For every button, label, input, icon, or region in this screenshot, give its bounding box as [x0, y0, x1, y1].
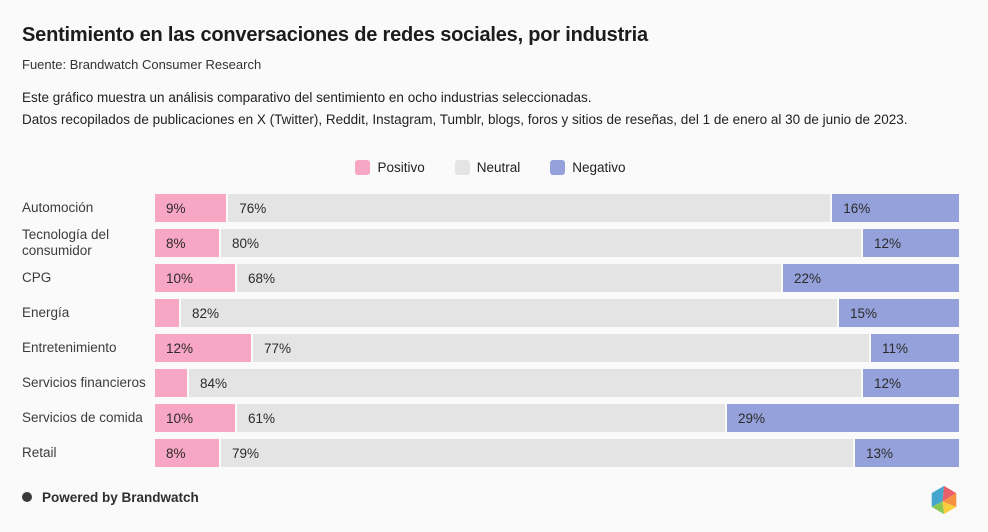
chart-row: Servicios de comida 10% 61% 29% — [22, 404, 959, 432]
bar-segment-negativo[interactable]: 22% — [783, 264, 959, 292]
bar-value-label: 82% — [192, 305, 220, 321]
bar-value-label: 22% — [794, 270, 822, 286]
category-label: Tecnología del consumidor — [22, 227, 110, 258]
bar-segment-neutral[interactable]: 61% — [237, 404, 725, 432]
chart-row: Automoción 9% 76% 16% — [22, 194, 959, 222]
bar-value-label: 12% — [874, 375, 902, 391]
description-line-2: Datos recopilados de publicaciones en X … — [22, 112, 908, 127]
bar-value-label: 15% — [850, 305, 878, 321]
bar-value-label: 9% — [166, 200, 186, 216]
bar-value-label: 80% — [232, 235, 260, 251]
legend-swatch-icon — [454, 160, 470, 175]
bar-segment-neutral[interactable]: 76% — [228, 194, 831, 222]
bar-value-label: 13% — [866, 445, 894, 461]
bar-value-label: 29% — [738, 410, 766, 426]
bar-segment-negativo[interactable]: 13% — [855, 439, 959, 467]
bar-segment-neutral[interactable]: 77% — [253, 334, 869, 362]
legend-item-negativo: Negativo — [550, 160, 626, 175]
sentiment-stacked-bar-chart: Automoción 9% 76% 16% Tecnología del consumi… — [22, 194, 959, 474]
legend-label: Negativo — [572, 160, 626, 175]
bar-group: 10% 68% 22% — [155, 264, 959, 292]
category-label: Energía — [22, 305, 70, 320]
chart-row: Tecnología del consumidor 8% 80% 12% — [22, 227, 959, 258]
bar-segment-positivo[interactable]: 10% — [155, 404, 235, 432]
bar-group: 9% 76% 16% — [155, 194, 959, 222]
category-label: Servicios financieros — [22, 375, 146, 390]
bar-value-label: 12% — [874, 235, 902, 251]
legend-swatch-icon — [355, 160, 371, 175]
category-label: Servicios de comida — [22, 410, 143, 425]
bar-segment-positivo[interactable] — [155, 369, 187, 397]
bar-group: 82% 15% — [155, 299, 959, 327]
powered-by-label: Powered by Brandwatch — [42, 489, 199, 505]
bar-segment-neutral[interactable]: 68% — [237, 264, 781, 292]
bar-value-label: 84% — [200, 375, 228, 391]
legend-swatch-icon — [550, 160, 566, 175]
description-block: Este gráfico muestra un análisis compara… — [22, 87, 959, 131]
bar-segment-positivo[interactable]: 12% — [155, 334, 251, 362]
bar-value-label: 16% — [843, 200, 871, 216]
bar-value-label: 61% — [248, 410, 276, 426]
legend-label: Positivo — [377, 160, 425, 175]
bar-segment-neutral[interactable]: 79% — [221, 439, 853, 467]
bar-segment-positivo[interactable]: 8% — [155, 229, 219, 257]
bar-value-label: 10% — [166, 410, 194, 426]
bar-segment-negativo[interactable]: 29% — [727, 404, 959, 432]
legend-item-neutral: Neutral — [454, 160, 521, 175]
bullet-icon — [22, 492, 32, 502]
category-label: Automoción — [22, 200, 94, 215]
category-label: CPG — [22, 270, 52, 285]
bar-value-label: 8% — [166, 445, 186, 461]
bar-value-label: 79% — [232, 445, 260, 461]
bar-group: 12% 77% 11% — [155, 334, 959, 362]
footer: Powered by Brandwatch — [22, 478, 959, 516]
chart-row: Energía 82% 15% — [22, 299, 959, 327]
legend-item-positivo: Positivo — [355, 160, 425, 175]
bar-segment-negativo[interactable]: 15% — [839, 299, 959, 327]
chart-row: CPG 10% 68% 22% — [22, 264, 959, 292]
bar-value-label: 77% — [264, 340, 292, 356]
chart-legend: Positivo Neutral Negativo — [22, 160, 959, 175]
legend-label: Neutral — [476, 160, 521, 175]
bar-segment-positivo[interactable]: 10% — [155, 264, 235, 292]
bar-value-label: 76% — [239, 200, 267, 216]
bar-value-label: 11% — [882, 340, 909, 356]
chart-row: Retail 8% 79% 13% — [22, 439, 959, 467]
description-line-1: Este gráfico muestra un análisis compara… — [22, 90, 592, 105]
source-text: Fuente: Brandwatch Consumer Research — [22, 57, 262, 72]
bar-group: 84% 12% — [155, 369, 959, 397]
bar-group: 10% 61% 29% — [155, 404, 959, 432]
bar-segment-negativo[interactable]: 12% — [863, 369, 959, 397]
brandwatch-logo-icon — [931, 485, 957, 515]
bar-segment-negativo[interactable]: 11% — [871, 334, 959, 362]
page-title: Sentimiento en las conversaciones de red… — [22, 24, 648, 46]
bar-segment-positivo[interactable] — [155, 299, 179, 327]
category-label: Retail — [22, 445, 57, 460]
bar-segment-neutral[interactable]: 80% — [221, 229, 861, 257]
bar-segment-negativo[interactable]: 12% — [863, 229, 959, 257]
bar-segment-positivo[interactable]: 9% — [155, 194, 227, 222]
bar-value-label: 68% — [248, 270, 276, 286]
bar-value-label: 10% — [166, 270, 194, 286]
bar-value-label: 8% — [166, 235, 186, 251]
bar-group: 8% 79% 13% — [155, 439, 959, 467]
bar-segment-positivo[interactable]: 8% — [155, 439, 219, 467]
bar-segment-neutral[interactable]: 82% — [181, 299, 837, 327]
chart-row: Servicios financieros 84% 12% — [22, 369, 959, 397]
bar-segment-neutral[interactable]: 84% — [189, 369, 861, 397]
category-label: Entretenimiento — [22, 340, 117, 355]
bar-value-label: 12% — [166, 340, 194, 356]
bar-segment-negativo[interactable]: 16% — [832, 194, 959, 222]
chart-row: Entretenimiento 12% 77% 11% — [22, 334, 959, 362]
bar-group: 8% 80% 12% — [155, 229, 959, 257]
